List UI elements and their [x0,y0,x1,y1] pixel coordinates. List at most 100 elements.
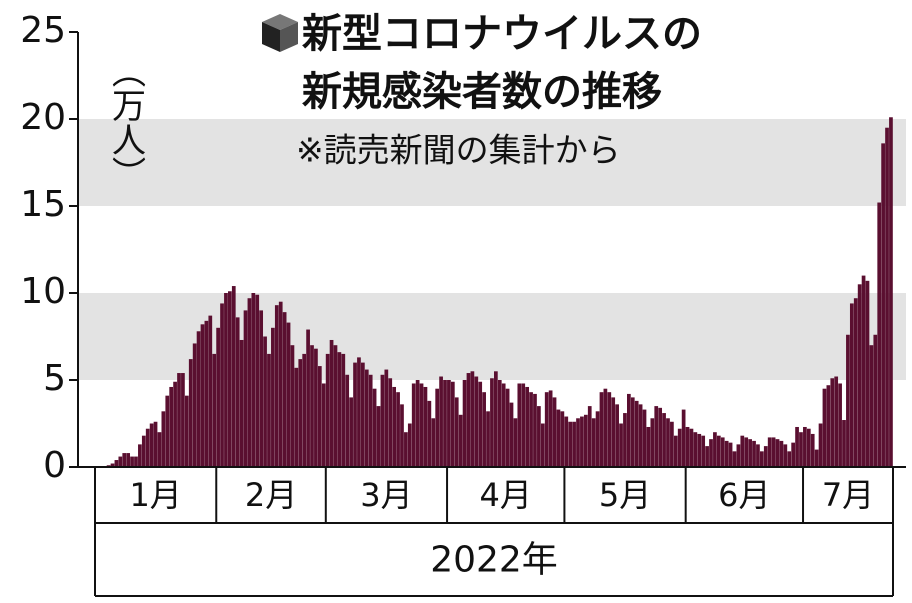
bar [822,388,827,467]
bar [267,353,271,467]
bar [134,456,138,467]
bar [576,418,580,467]
bar [188,359,193,467]
bar [861,275,866,467]
bar [138,444,142,467]
bar [732,451,737,467]
bar [853,298,858,467]
bar [697,433,702,467]
y-tick-label: 25 [20,10,66,51]
y-axis-label: （万人） [106,54,146,190]
bar [310,345,314,467]
bar [627,393,631,467]
bar [767,437,772,467]
bar [192,343,197,467]
bar [752,440,756,467]
bar [666,418,670,467]
bar [818,423,823,467]
bar [294,367,299,467]
bar [771,437,776,467]
bar [466,373,471,467]
bar [803,426,807,467]
bar [439,376,443,467]
bar [153,421,158,467]
bar [212,353,217,467]
bar [654,406,659,467]
bar [650,418,655,467]
y-axis: 0 5 10 15 20 25 [20,10,79,486]
bar [775,439,780,467]
bar [274,305,279,467]
bar [220,303,224,467]
bar [411,383,416,467]
bar [333,345,338,467]
bar [537,406,541,467]
bar [885,127,889,467]
bar [364,369,369,467]
bar [259,310,264,467]
chart-note: ※読売新聞の集計から [296,131,621,170]
bar [235,317,240,467]
x-tick-label: 1月 [129,476,181,514]
bar [255,294,260,467]
bar [407,423,412,467]
bar [701,435,706,467]
bar [122,453,127,467]
bar [450,381,455,467]
bar [846,334,850,467]
bar [705,446,709,467]
bar [490,378,494,467]
bar [783,444,788,467]
bar [208,315,213,467]
bar [599,392,604,467]
bar [126,453,131,467]
icon-right [280,22,298,52]
bar [642,409,647,467]
bar [603,388,608,467]
bar [345,374,350,467]
bar [889,117,893,467]
x-tick-label: 6月 [718,476,770,514]
bar [548,390,553,467]
bar [748,439,752,467]
bar [298,359,303,467]
chart-title-line-1: 新型コロナウイルスの [302,11,702,57]
bar [810,433,815,467]
bar [670,421,674,467]
bar [482,392,486,467]
bar [873,334,878,467]
bar [877,202,882,467]
bar [470,371,475,467]
bar [740,435,745,467]
icon-left [262,22,280,52]
y-tick-label: 0 [43,445,66,486]
bar [165,395,170,467]
bar [513,418,518,467]
bar [321,383,326,467]
bar [286,322,291,467]
bar [263,336,267,467]
bar [552,397,557,467]
bar [685,426,690,467]
bar [474,376,479,467]
bar [173,381,177,467]
bar [306,329,310,467]
bar [677,428,682,467]
bar [736,444,741,467]
bar [419,383,424,467]
grid-band [78,119,906,206]
bar [184,395,189,467]
bar [756,444,760,467]
bar [200,324,205,467]
bar [779,440,784,467]
bar [505,388,510,467]
bar [224,293,228,467]
bar [357,357,361,467]
bar [763,446,768,467]
bar [583,414,588,467]
bar [838,383,842,467]
x-axis: 1月 2月 3月 4月 5月 6月 7月 2022年 [78,466,906,597]
bar [423,386,428,467]
bar [713,432,717,467]
